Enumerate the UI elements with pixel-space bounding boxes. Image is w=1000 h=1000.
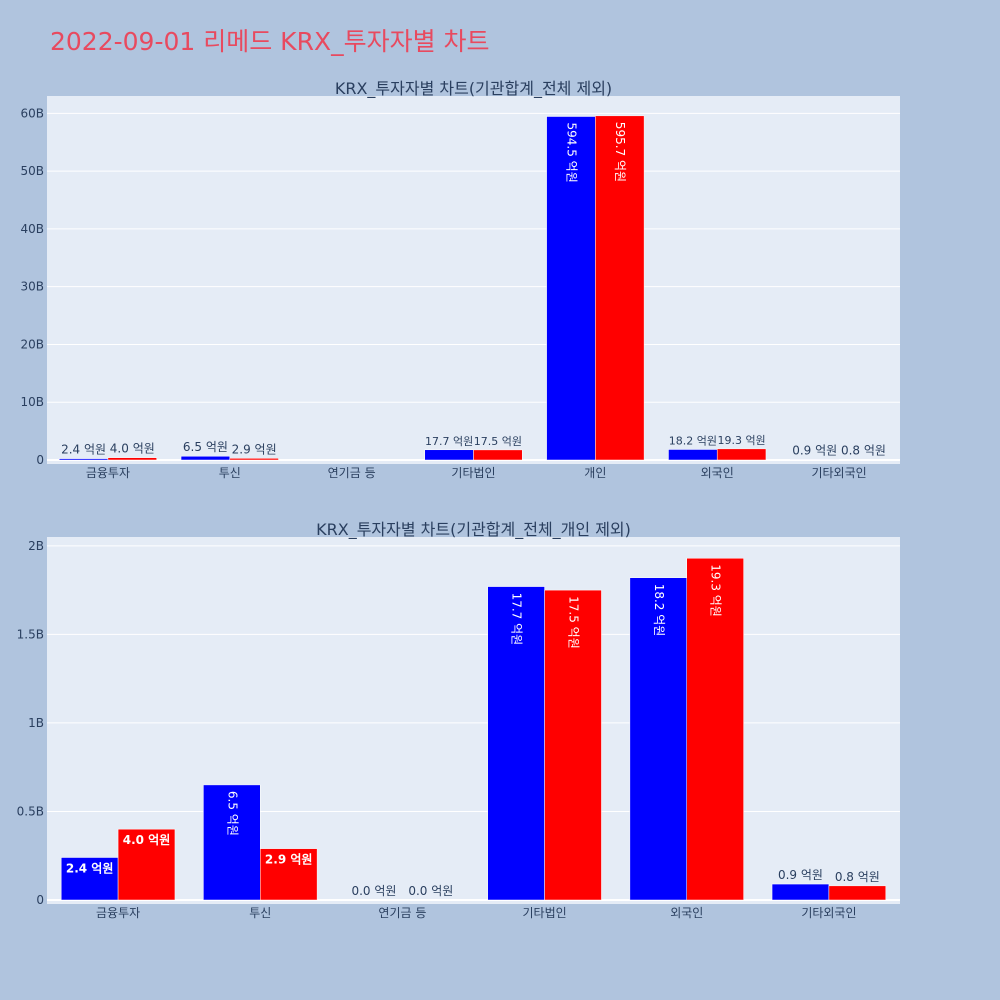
bar [629,577,688,901]
data-label: 17.5 억원 [474,435,522,448]
page-title: 2022-09-01 리메드 KRX_투자자별 차트 [50,27,490,56]
bar [58,458,109,461]
x-tick-label: 기타법인 [522,906,566,920]
bar [828,885,887,901]
data-label: 0.8 억원 [841,444,886,458]
y-tick-label: 50B [20,164,44,178]
data-label: 6.5 억원 [183,440,228,454]
y-tick-label: 2B [28,539,44,553]
x-tick-label: 외국인 [701,466,734,480]
data-label: 6.5 억원 [225,791,239,836]
bar [260,848,318,901]
y-tick-label: 1.5B [17,627,44,641]
data-label: 595.7 억원 [613,122,627,182]
bar [668,449,718,461]
bar [473,449,523,461]
bar [424,449,474,461]
data-label: 4.0 억원 [110,442,155,456]
data-label: 18.2 억원 [652,584,666,637]
bar [229,458,279,461]
bar [790,459,840,461]
data-label: 2.4 억원 [66,862,114,876]
data-label: 17.7 억원 [510,593,524,646]
bar [180,455,231,461]
data-label: 2.4 억원 [61,443,106,457]
x-tick-label: 투신 [219,466,241,480]
x-tick-label: 연기금 등 [378,906,426,920]
y-tick-label: 0 [36,893,44,907]
x-tick-label: 기타법인 [451,466,495,480]
bar [546,116,596,461]
bar [686,557,744,901]
data-label: 0.0 억원 [351,884,396,898]
y-tick-label: 60B [20,106,44,120]
bar [771,883,830,901]
x-tick-label: 기타외국인 [801,906,856,920]
bar [117,828,176,901]
data-label: 0.0 억원 [408,884,453,898]
data-label: 4.0 억원 [123,833,171,847]
bar [595,115,645,461]
bar [544,589,602,901]
data-label: 2.9 억원 [265,853,313,867]
x-tick-label: 투신 [249,906,271,920]
bar [487,586,545,901]
plot-area [47,96,900,464]
y-tick-label: 10B [20,395,44,409]
data-label: 19.3 억원 [717,434,765,447]
plot-area [47,537,900,904]
data-label: 594.5 억원 [564,123,578,183]
y-tick-label: 30B [20,280,44,294]
x-tick-label: 연기금 등 [328,466,376,480]
data-label: 18.2 억원 [669,434,717,447]
y-tick-label: 0.5B [17,804,44,818]
x-tick-label: 금융투자 [96,906,140,920]
chart-title: KRX_투자자별 차트(기관합계_전체_개인 제외) [316,520,631,540]
data-label: 17.5 억원 [567,596,581,649]
data-label: 0.9 억원 [792,443,837,457]
bar [716,448,767,461]
data-label: 19.3 억원 [709,564,723,617]
bar [203,784,261,901]
data-label: 17.7 억원 [425,435,473,448]
chart-2: 0 0.5B 1B 1.5B 2B KRX_투자자별 차트(기관합계_전체_개인 제외) 금… [17,520,900,920]
data-label: 2.9 억원 [232,442,277,456]
y-tick-label: 40B [20,222,44,236]
y-tick-label: 20B [20,337,44,351]
x-tick-label: 외국인 [670,906,703,920]
bar [60,857,119,901]
chart-title: KRX_투자자별 차트(기관합계_전체 제외) [335,79,612,99]
x-tick-label: 금융투자 [86,466,130,480]
data-label: 0.9 억원 [778,868,823,882]
data-label: 0.8 억원 [835,870,880,884]
x-tick-label: 기타외국인 [811,466,866,480]
y-tick-label: 1B [28,716,44,730]
y-tick-label: 0 [36,453,44,467]
chart-1: 0 10B 20B 30B 40B 50B 60B KRX_투자자별 차트(기관합계_전체 제… [20,79,900,480]
x-tick-label: 개인 [584,466,606,480]
bar [107,457,157,461]
